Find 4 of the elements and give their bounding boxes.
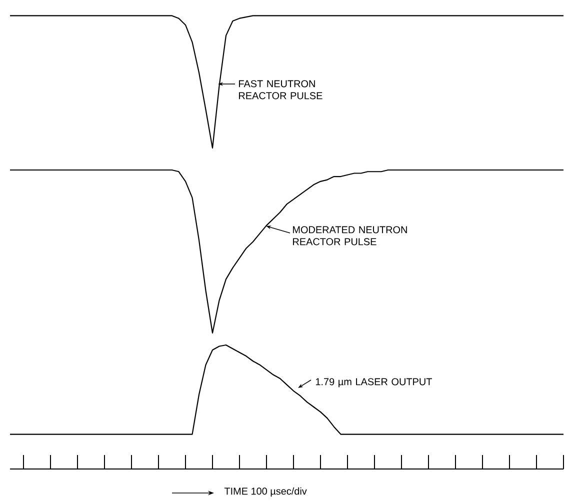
annotation: FAST NEUTRON REACTOR PULSE [239,80,322,100]
x-axis-title: TIME 100 µsec/div [224,487,307,497]
annotation: 1.79 µm LASER OUTPUT [316,378,432,388]
annotation: MODERATED NEUTRON REACTOR PULSE [293,226,407,246]
